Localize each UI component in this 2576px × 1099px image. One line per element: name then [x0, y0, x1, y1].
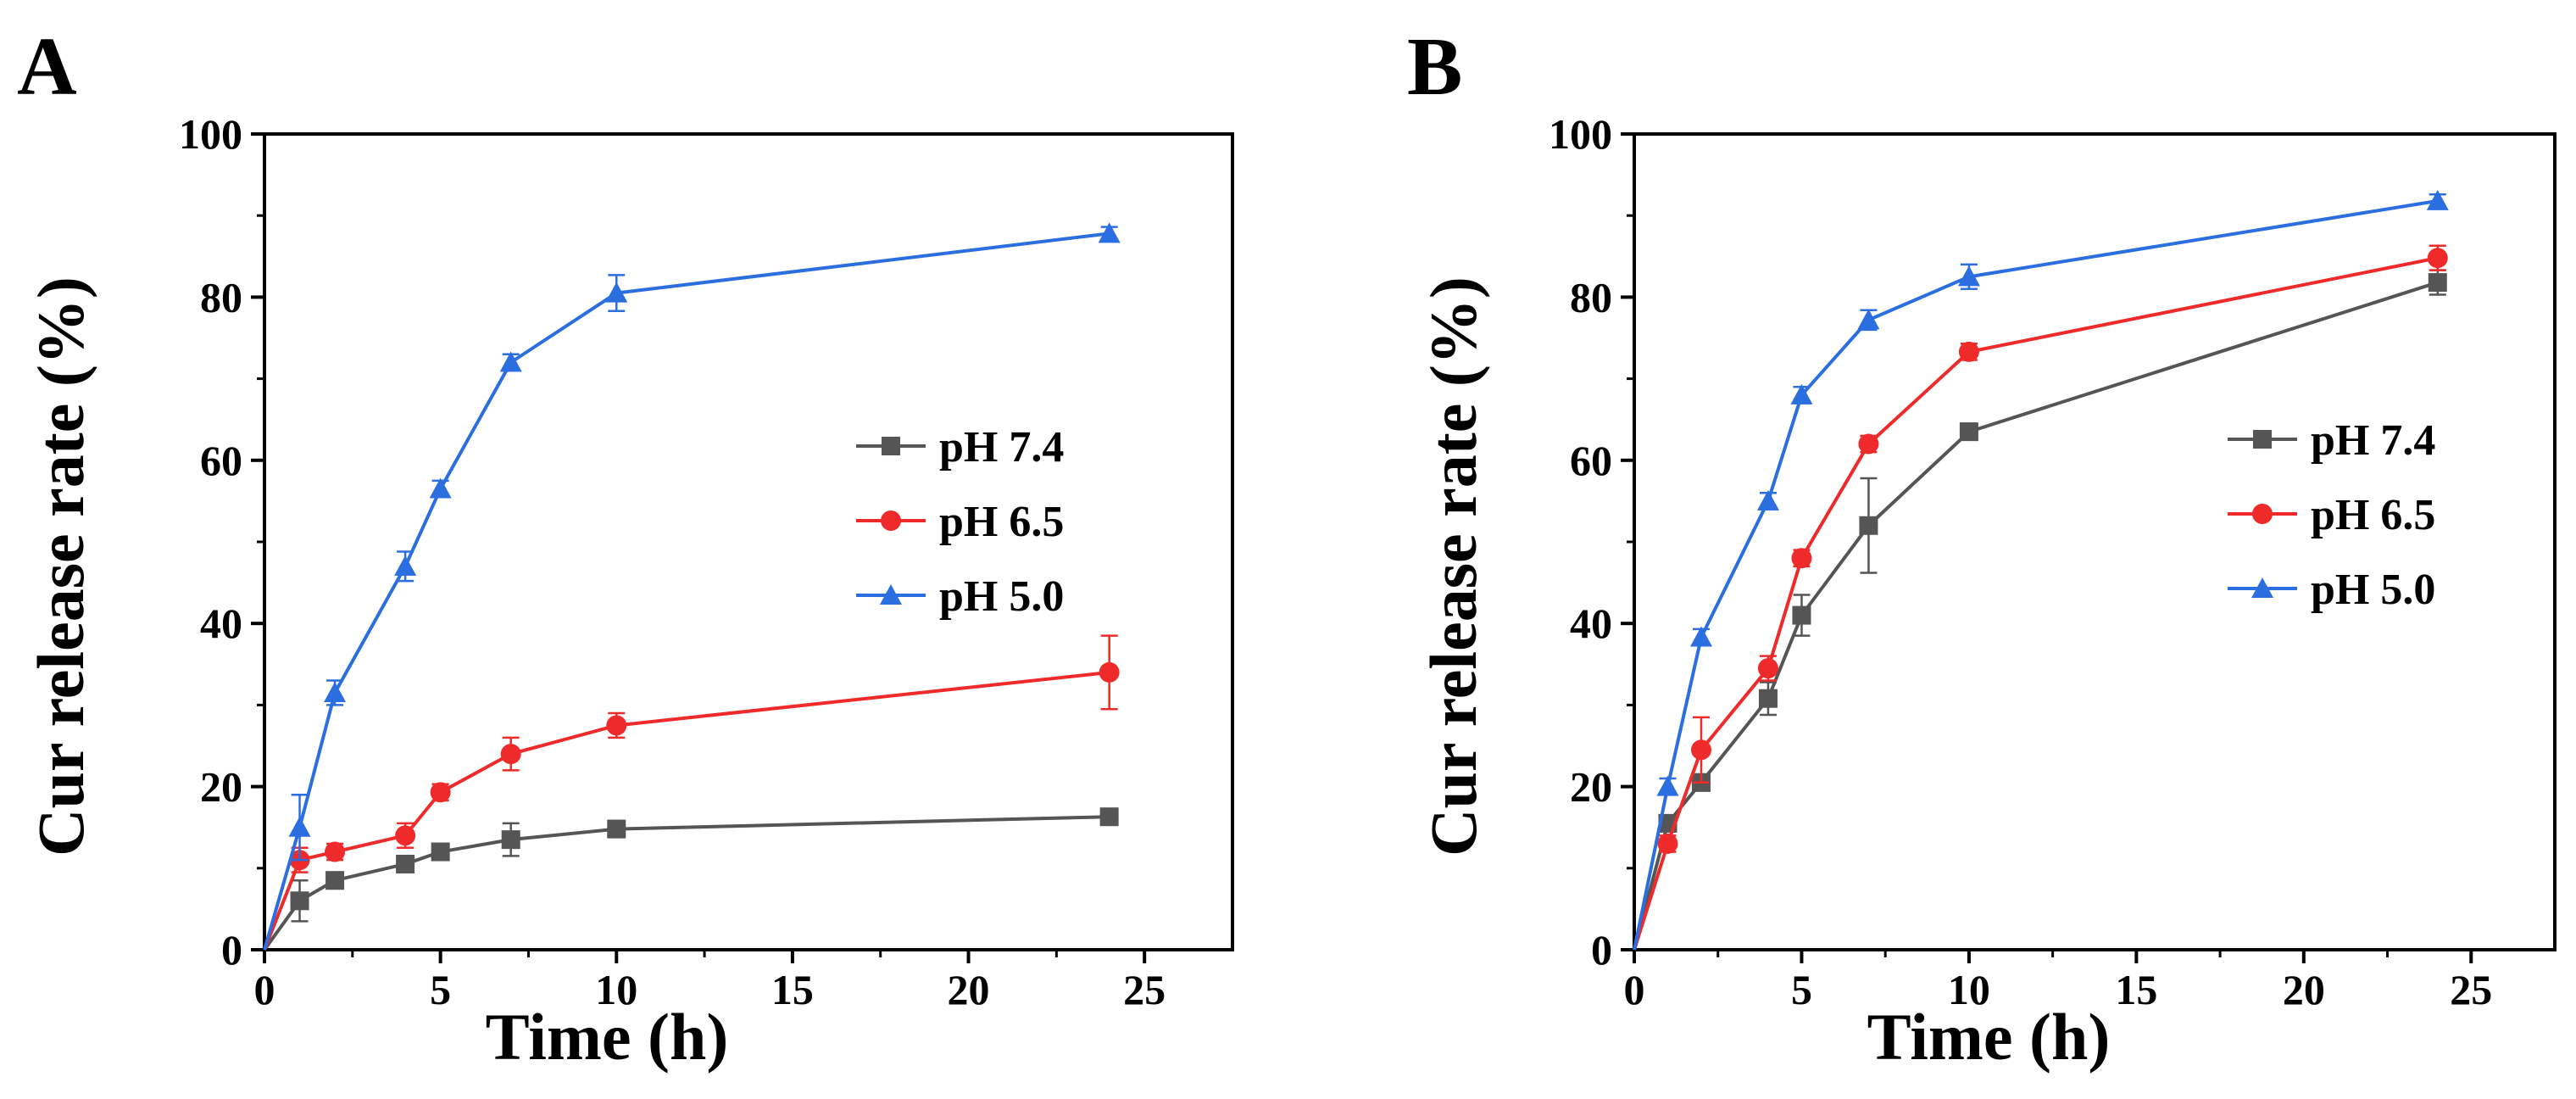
- data-point: [1857, 309, 1880, 330]
- data-point: [606, 715, 627, 736]
- y-tick-label: 100: [179, 110, 242, 158]
- data-point: [431, 842, 450, 862]
- chart-panel-b: B Cur release rate (%) Time (h) 0 5 10 15 20…: [1322, 0, 2576, 1099]
- data-point: [1757, 658, 1778, 679]
- y-tick-label: 60: [1570, 437, 1612, 484]
- data-point: [1957, 265, 1980, 287]
- data-point: [324, 681, 347, 702]
- panel-label: A: [17, 21, 77, 113]
- y-tick-label: 100: [1549, 110, 1612, 158]
- x-tick-label: 0: [1624, 966, 1645, 1013]
- data-point: [429, 477, 452, 499]
- data-point: [1791, 548, 1812, 569]
- y-tick-label: 0: [1591, 926, 1612, 973]
- series-ph-6.5: [263, 634, 1120, 951]
- data-point: [1958, 341, 1979, 362]
- series-line: [263, 232, 1110, 951]
- x-tick-label: 10: [1948, 966, 1990, 1013]
- legend-marker: [880, 584, 902, 605]
- data-point: [2428, 273, 2447, 293]
- data-point: [1098, 222, 1121, 243]
- series-line: [1633, 198, 2439, 951]
- x-tick-label: 5: [1791, 966, 1812, 1013]
- data-point: [288, 816, 311, 837]
- data-point: [2426, 189, 2449, 210]
- y-tick-label: 0: [221, 926, 242, 973]
- data-point: [1959, 422, 1978, 442]
- y-tick-label: 20: [1570, 763, 1612, 811]
- legend-marker: [882, 437, 900, 455]
- data-point: [394, 555, 417, 576]
- legend-label: pH 5.0: [2311, 566, 2435, 614]
- x-axis-label: Time (h): [1867, 1000, 2111, 1074]
- y-tick-label: 40: [1570, 600, 1612, 647]
- data-point: [607, 819, 626, 839]
- legend-label: pH 7.4: [939, 423, 1064, 471]
- y-tick-label: 40: [200, 600, 242, 647]
- data-point: [1689, 626, 1712, 647]
- data-point: [1099, 807, 1119, 827]
- legend-label: pH 7.4: [2311, 416, 2435, 465]
- x-axis-label: Time (h): [485, 1000, 729, 1074]
- series-line: [1633, 256, 2439, 951]
- data-point: [605, 282, 628, 303]
- data-point: [290, 891, 309, 911]
- data-point: [325, 841, 346, 862]
- legend-label: pH 5.0: [939, 572, 1064, 621]
- x-tick-label: 20: [2283, 966, 2325, 1013]
- x-tick-label: 25: [1123, 966, 1166, 1013]
- x-tick-label: 5: [430, 966, 451, 1013]
- x-tick-label: 15: [2115, 966, 2157, 1013]
- series-ph-5.0: [1633, 189, 2449, 951]
- y-tick-label: 60: [200, 437, 242, 484]
- data-point: [1858, 433, 1879, 455]
- data-point: [501, 830, 520, 850]
- data-point: [1790, 383, 1813, 404]
- data-point: [500, 744, 521, 765]
- data-point: [499, 351, 522, 372]
- series-line: [263, 670, 1110, 951]
- data-point: [1656, 775, 1679, 796]
- legend-label: pH 6.5: [2311, 491, 2435, 539]
- chart-svg: 0 5 10 15 20 25 0 20 40 60 80 100 pH 7.4 pH 6.5 pH 5.0: [179, 110, 1234, 1013]
- data-point: [1859, 516, 1878, 535]
- data-point: [395, 825, 416, 846]
- y-tick-label: 20: [200, 763, 242, 811]
- data-point: [1756, 489, 1779, 510]
- chart-svg: 0 5 10 15 20 25 0 20 40 60 80 100 pH 7.4 pH 6.5 pH 5.0: [1549, 110, 2557, 1013]
- x-tick-label: 20: [948, 966, 990, 1013]
- data-point: [1758, 689, 1778, 708]
- y-tick-label: 80: [200, 273, 242, 321]
- series-line: [263, 815, 1110, 951]
- series-ph-6.5: [1633, 244, 2448, 951]
- data-point: [325, 871, 345, 890]
- legend-label: pH 6.5: [939, 498, 1064, 546]
- legend-marker: [2252, 504, 2273, 524]
- series-line: [1633, 281, 2439, 951]
- x-tick-label: 25: [2450, 966, 2492, 1013]
- legend-marker: [881, 510, 901, 531]
- panel-label: B: [1407, 21, 1463, 113]
- x-tick-label: 15: [771, 966, 814, 1013]
- series-ph-5.0: [263, 222, 1121, 951]
- x-tick-label: 10: [595, 966, 637, 1013]
- data-point: [430, 782, 451, 803]
- data-point: [2427, 248, 2448, 269]
- legend-marker: [2251, 577, 2273, 598]
- data-point: [396, 854, 415, 873]
- x-tick-label: 0: [254, 966, 275, 1013]
- legend: pH 7.4 pH 6.5 pH 5.0: [856, 423, 1064, 621]
- chart-panel-a: A Cur release rate (%) Time (h) 0 5 10 15 20…: [0, 0, 1280, 1099]
- legend-marker: [2253, 430, 2272, 449]
- legend: pH 7.4 pH 6.5 pH 5.0: [2228, 416, 2435, 614]
- data-point: [1099, 661, 1120, 683]
- data-point: [1792, 605, 1811, 625]
- series-ph-7.4: [263, 807, 1119, 951]
- y-tick-label: 80: [1570, 273, 1612, 321]
- data-point: [1690, 739, 1711, 761]
- data-point: [1657, 833, 1678, 854]
